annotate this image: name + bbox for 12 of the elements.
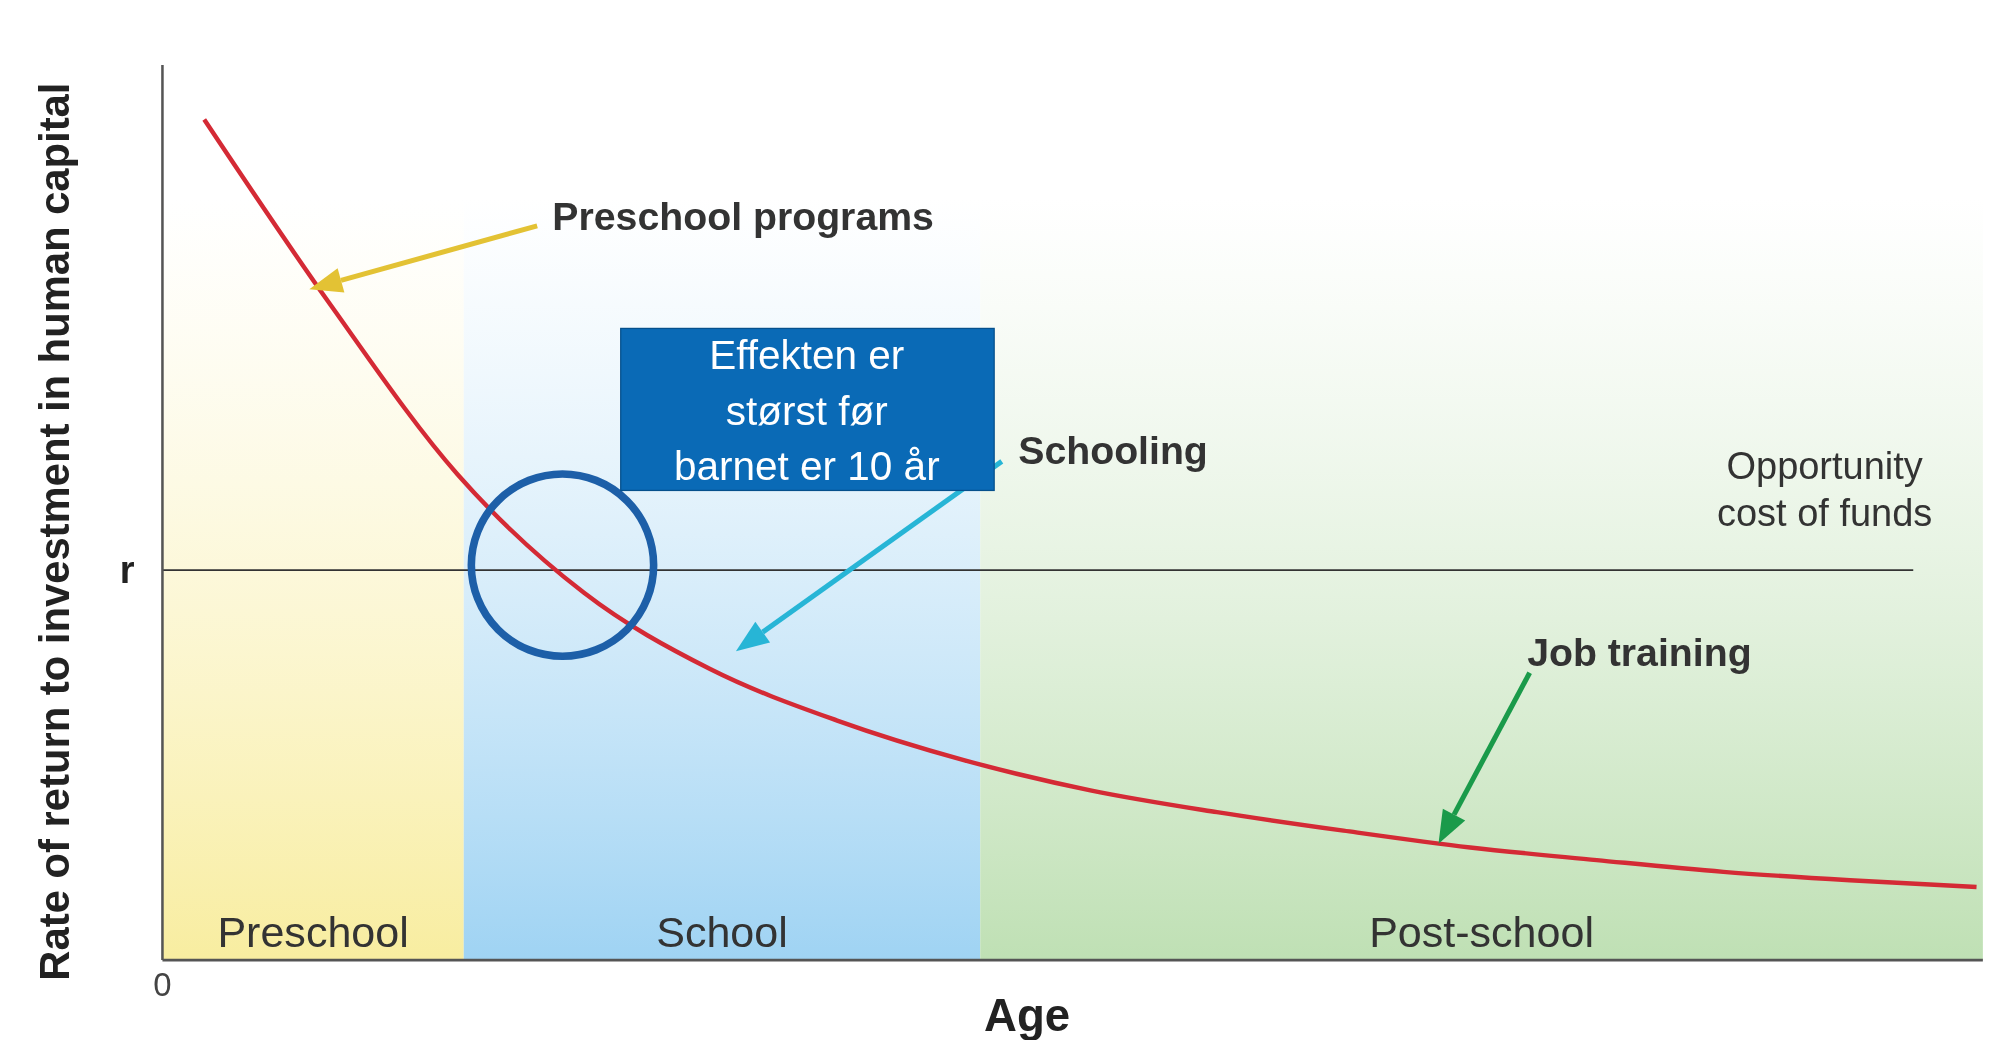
ref-line-label: r — [119, 548, 135, 591]
annotation: Effekten er størst før barnet er 10 år — [673, 331, 940, 490]
annotation: Preschool — [217, 908, 409, 957]
annotation: Job training — [1527, 630, 1752, 675]
annotation: Preschool programs — [552, 193, 934, 238]
annotation: Post-school — [1369, 908, 1594, 957]
annotation: Opportunity cost of funds — [1716, 445, 1933, 534]
annotation: School — [656, 908, 788, 957]
annotation: Schooling — [1018, 427, 1208, 472]
x-axis-title: Age — [984, 990, 1071, 1040]
y-axis-title: Rate of return to investment in human capital — [30, 82, 78, 981]
text: 0 — [153, 965, 172, 1003]
